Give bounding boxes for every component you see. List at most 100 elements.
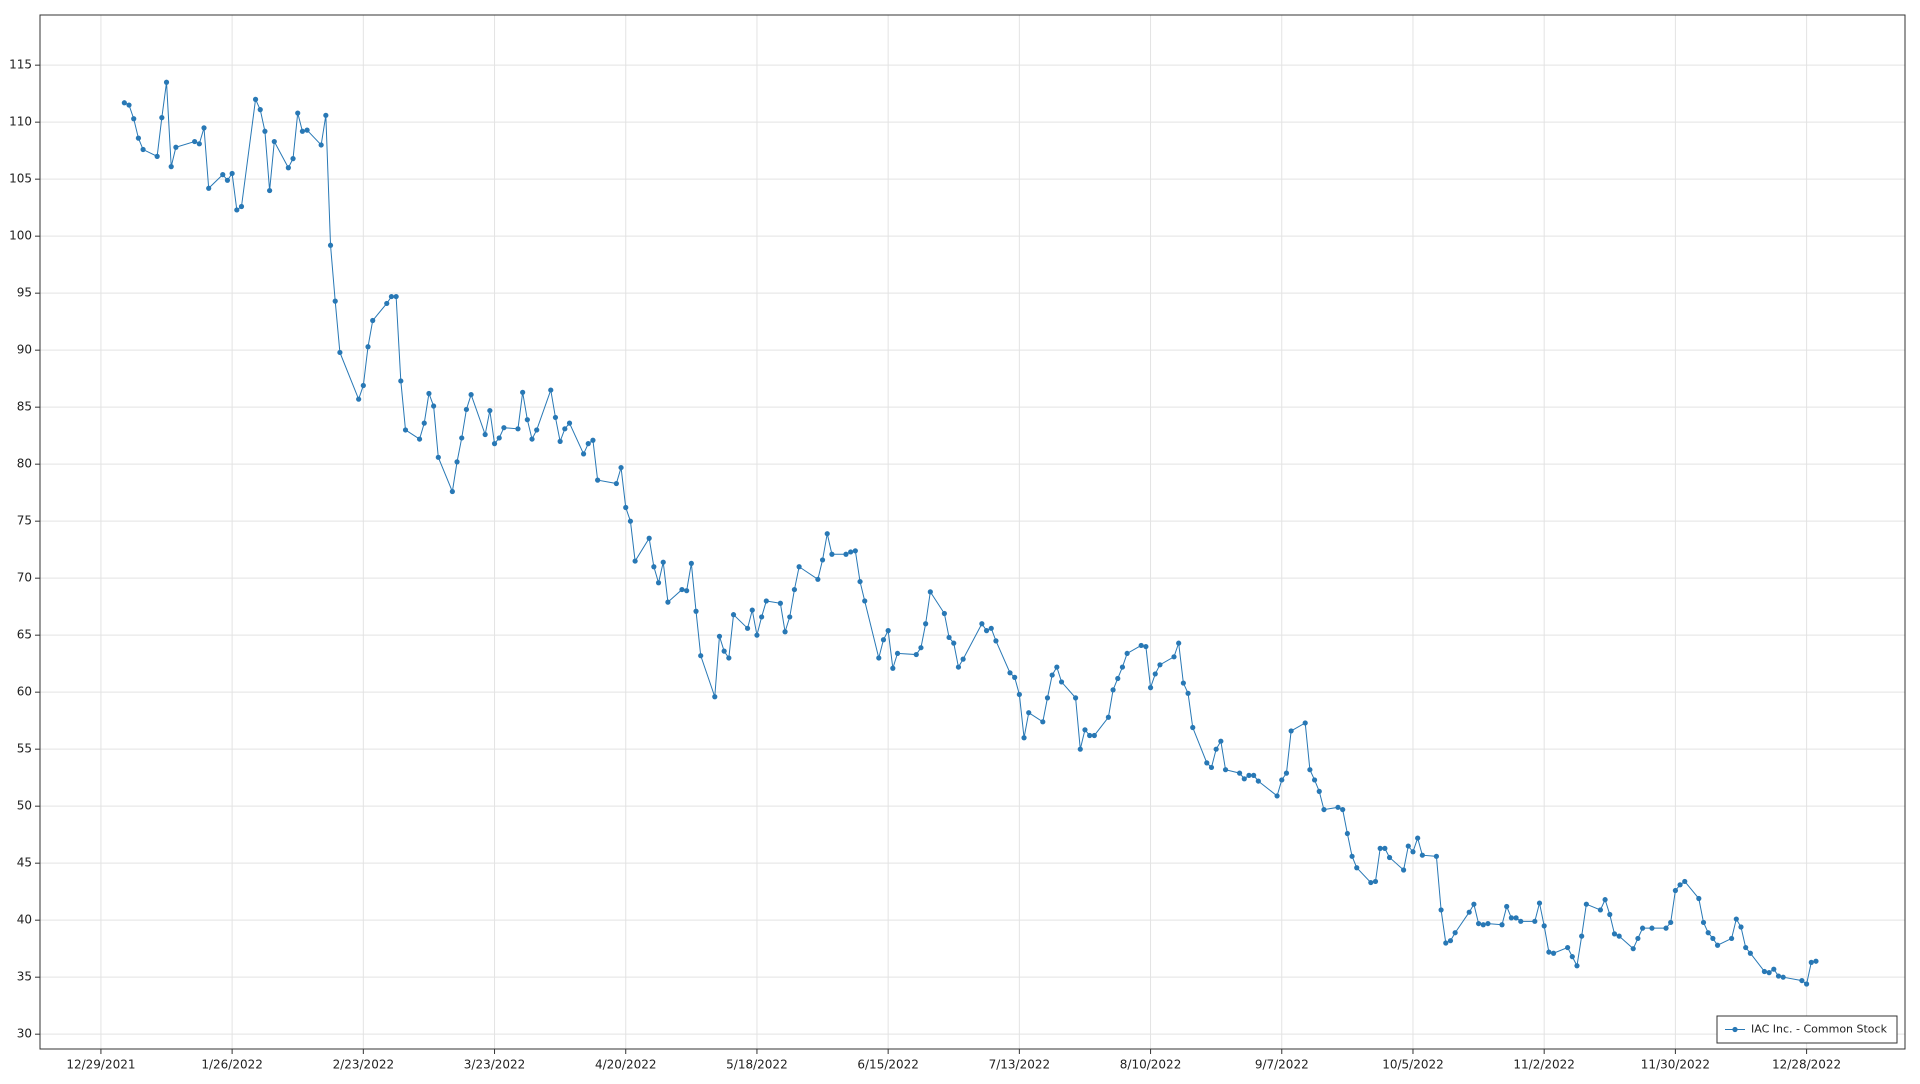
data-point: [1251, 772, 1257, 778]
data-point: [224, 177, 231, 183]
data-point: [1185, 690, 1191, 696]
data-point: [173, 144, 179, 150]
data-point: [1438, 907, 1444, 913]
data-point: [1771, 966, 1777, 972]
data-point: [1405, 843, 1411, 849]
x-tick-label: 12/28/2022: [1772, 1058, 1841, 1072]
data-point: [1386, 854, 1393, 861]
data-point: [1321, 806, 1327, 813]
data-point: [1639, 925, 1646, 931]
data-point: [1607, 911, 1613, 918]
data-point: [449, 488, 455, 495]
data-point: [468, 392, 474, 398]
data-point: [744, 625, 751, 631]
data-point: [726, 655, 732, 661]
data-point: [1222, 767, 1229, 773]
data-point: [267, 187, 273, 194]
data-point: [1447, 938, 1454, 944]
data-point: [759, 614, 765, 620]
data-point: [1401, 867, 1407, 873]
data-point: [1082, 727, 1088, 733]
data-point: [1190, 724, 1196, 731]
data-point: [693, 608, 699, 614]
data-point: [426, 390, 432, 397]
data-point: [435, 454, 441, 460]
data-point: [819, 557, 826, 563]
data-point: [1419, 852, 1425, 858]
x-tick-label: 1/26/2022: [201, 1058, 263, 1072]
data-point: [299, 128, 306, 134]
data-point: [1504, 903, 1510, 910]
data-point: [1700, 919, 1707, 926]
data-point: [1630, 946, 1636, 952]
data-point: [491, 441, 498, 447]
data-point: [1077, 746, 1083, 752]
data-point: [679, 586, 685, 593]
data-point: [1550, 950, 1557, 956]
data-point: [632, 558, 638, 564]
data-point: [1729, 935, 1735, 942]
data-point: [1597, 907, 1604, 913]
data-point: [1536, 900, 1543, 906]
data-point: [1110, 687, 1116, 693]
data-point: [285, 165, 291, 171]
data-point: [1283, 770, 1290, 776]
data-point: [1471, 901, 1477, 907]
data-point: [121, 100, 127, 106]
data-point: [993, 638, 999, 644]
data-point: [880, 637, 887, 643]
data-point: [1255, 778, 1261, 784]
data-point: [1813, 958, 1819, 964]
data-point: [1672, 887, 1678, 894]
data-point: [651, 564, 657, 570]
data-point: [327, 242, 334, 248]
data-point: [1213, 746, 1219, 752]
data-point: [1354, 865, 1360, 871]
data-point: [1044, 695, 1051, 701]
data-point: [370, 317, 376, 324]
plot-frame: [39, 14, 1906, 1050]
y-tick-label: 70: [17, 571, 32, 585]
data-point: [337, 349, 343, 356]
data-point: [843, 551, 849, 557]
data-point: [590, 437, 596, 443]
x-tick-label: 11/30/2022: [1641, 1058, 1710, 1072]
data-point: [1302, 720, 1308, 726]
data-point: [777, 600, 783, 606]
data-point: [252, 96, 259, 102]
data-point: [1682, 878, 1688, 885]
data-point: [580, 451, 587, 457]
data-point: [721, 648, 727, 654]
data-point: [534, 427, 540, 433]
x-tick-label: 3/23/2022: [464, 1058, 526, 1072]
data-point: [168, 164, 174, 170]
data-point: [613, 480, 619, 487]
data-point: [1054, 664, 1060, 670]
data-point: [684, 588, 690, 594]
data-point: [890, 665, 896, 671]
plot-background: [40, 15, 1905, 1049]
y-tick-label: 50: [17, 799, 32, 813]
data-point: [431, 403, 437, 409]
data-point: [885, 628, 891, 634]
data-point: [1677, 882, 1683, 888]
data-point: [1743, 944, 1749, 951]
data-point: [796, 564, 802, 570]
y-tick-label: 30: [17, 1027, 32, 1041]
data-point: [1569, 954, 1575, 960]
data-point: [1775, 973, 1782, 979]
data-point: [1311, 777, 1318, 783]
data-point: [459, 435, 465, 441]
data-point: [1518, 918, 1524, 924]
data-point: [1026, 710, 1032, 716]
data-point: [1218, 738, 1224, 744]
data-point: [421, 420, 427, 426]
data-point: [1105, 714, 1111, 720]
data-point: [384, 300, 390, 307]
data-point: [1058, 679, 1065, 685]
data-point: [1119, 664, 1126, 670]
data-point: [852, 548, 858, 554]
data-point: [163, 79, 170, 85]
data-point: [192, 138, 198, 145]
data-point: [829, 551, 835, 557]
